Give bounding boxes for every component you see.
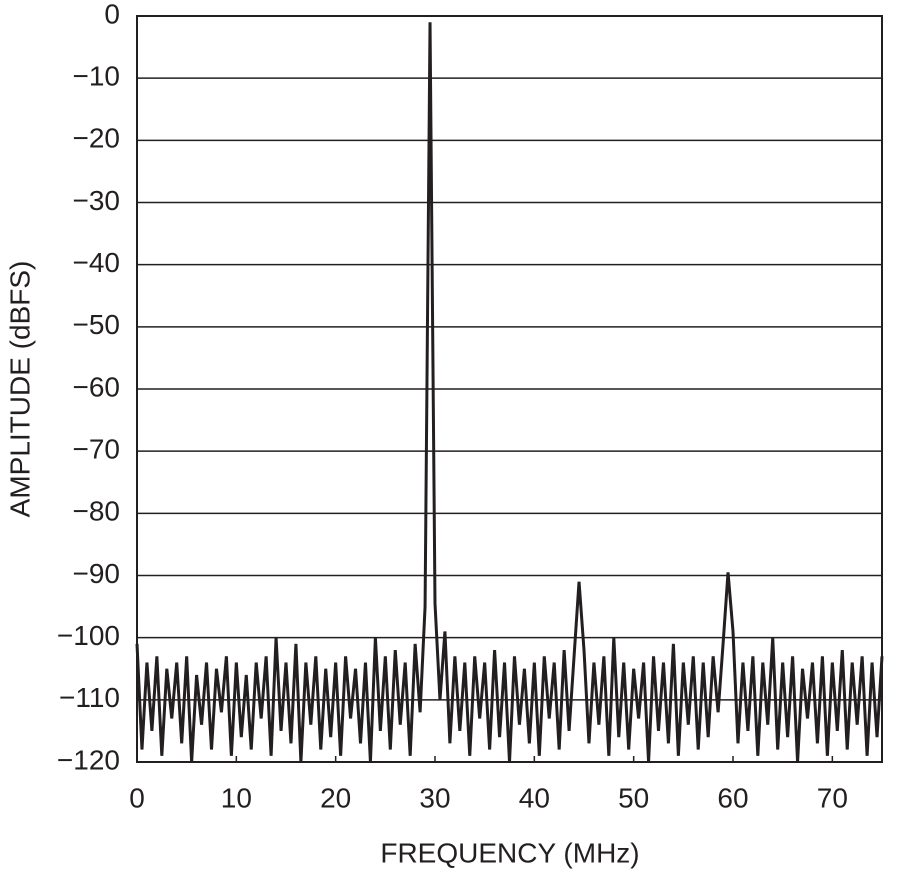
x-tick-label: 70: [817, 782, 848, 813]
y-tick-label: −10: [73, 61, 121, 92]
x-tick-label: 10: [221, 782, 252, 813]
x-tick-label: 20: [320, 782, 351, 813]
x-tick-label: 60: [717, 782, 748, 813]
y-axis-label: AMPLITUDE (dBFS): [4, 261, 35, 518]
y-tick-label: −70: [73, 434, 121, 465]
y-tick-label: −110: [59, 682, 120, 713]
x-tick-label: 50: [618, 782, 649, 813]
y-tick-label: −80: [73, 496, 121, 527]
y-tick-label: −40: [73, 247, 121, 278]
y-tick-label: −90: [73, 558, 121, 589]
x-tick-label: 0: [129, 782, 145, 813]
y-tick-label: 0: [104, 0, 120, 29]
y-tick-label: −20: [73, 123, 121, 154]
y-tick-label: −60: [73, 371, 121, 402]
y-tick-label: −30: [73, 185, 121, 216]
x-tick-label: 40: [519, 782, 550, 813]
x-axis-label: FREQUENCY (MHz): [380, 837, 639, 868]
spectrum-line: [135, 22, 884, 763]
y-tick-label: −50: [73, 309, 121, 340]
x-tick-label: 30: [419, 782, 450, 813]
y-tick-label: −100: [57, 620, 120, 651]
y-tick-label: −120: [57, 744, 120, 775]
